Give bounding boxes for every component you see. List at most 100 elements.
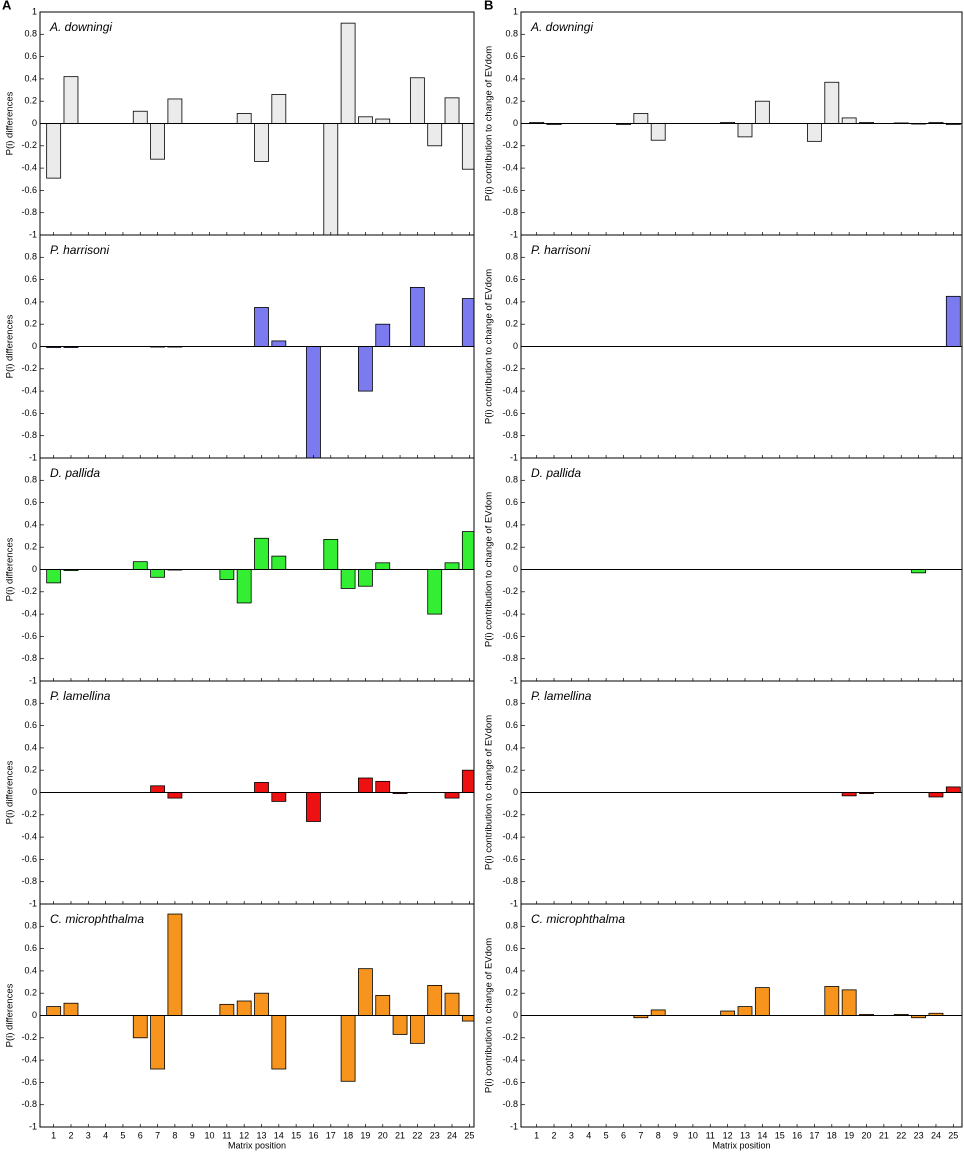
y-tick-label: -0.4 xyxy=(21,162,37,172)
y-tick-label: 0.4 xyxy=(505,296,518,306)
bar xyxy=(754,100,770,124)
bar xyxy=(650,1009,666,1016)
y-tick-label: -0.8 xyxy=(21,207,37,217)
y-tick-label: -1 xyxy=(29,1121,37,1131)
y-tick-label: -1 xyxy=(29,898,37,908)
y-tick-label: 0.6 xyxy=(24,720,37,730)
x-tick-label: 15 xyxy=(291,1130,301,1140)
y-tick-label: -0.4 xyxy=(21,608,37,618)
y-tick-label: 1 xyxy=(513,6,518,16)
y-tick-label: -0.8 xyxy=(502,1099,518,1109)
bar xyxy=(254,123,269,162)
y-tick-label: 1 xyxy=(32,6,37,16)
bar xyxy=(340,22,356,124)
y-tick-label: 0 xyxy=(513,564,518,574)
bar xyxy=(63,1002,79,1016)
species-title: P. lamellina xyxy=(531,689,592,703)
y-axis-label: P(i) contribution to change of EVdom xyxy=(484,269,495,424)
y-tick-label: -0.6 xyxy=(502,631,518,641)
y-tick-label: 0.2 xyxy=(24,96,37,106)
y-tick-label: 0.6 xyxy=(24,497,37,507)
bar xyxy=(841,792,857,797)
y-tick-label: 0.8 xyxy=(505,29,518,39)
y-tick-label: -0.4 xyxy=(502,162,518,172)
y-tick-label: 0.8 xyxy=(24,29,37,39)
x-tick-label: 17 xyxy=(326,1130,336,1140)
x-tick-label: 25 xyxy=(464,1130,474,1140)
x-tick-label: 2 xyxy=(552,1130,557,1140)
x-tick-label: 10 xyxy=(688,1130,698,1140)
bar xyxy=(444,97,460,124)
bar xyxy=(409,1015,425,1044)
x-tick-label: 21 xyxy=(879,1130,889,1140)
y-tick-label: 0.6 xyxy=(505,943,518,953)
species-title: A. downingi xyxy=(530,20,593,34)
y-tick-label: -1 xyxy=(29,452,37,462)
plot-area xyxy=(46,531,474,615)
y-tick-label: -0.4 xyxy=(502,608,518,618)
bar xyxy=(375,562,391,570)
y-tick-label: -1 xyxy=(510,452,518,462)
bar xyxy=(167,98,183,124)
y-tick-label: -0.6 xyxy=(21,854,37,864)
plot-area xyxy=(633,986,944,1019)
bar xyxy=(132,1015,148,1039)
y-tick-label: -0.6 xyxy=(21,1077,37,1087)
y-tick-label: -0.6 xyxy=(21,408,37,418)
bar xyxy=(427,123,443,147)
bar xyxy=(254,782,269,793)
bar xyxy=(271,1015,287,1070)
y-tick-label: 0.8 xyxy=(24,921,37,931)
y-tick-label: -0.2 xyxy=(21,363,37,373)
y-axis-label: P(i) differences xyxy=(5,91,16,155)
plot-area xyxy=(529,81,961,142)
y-tick-label: 0.6 xyxy=(505,51,518,61)
y-tick-label: -0.6 xyxy=(502,185,518,195)
x-tick-label: 24 xyxy=(447,1130,457,1140)
y-axis-label: P(i) contribution to change of EVdom xyxy=(484,715,495,870)
bar xyxy=(945,295,961,347)
y-tick-label: -0.2 xyxy=(21,140,37,150)
x-tick-label: 6 xyxy=(621,1130,626,1140)
bar xyxy=(340,569,356,589)
bar xyxy=(358,777,373,793)
y-tick-label: -0.8 xyxy=(502,207,518,217)
bar xyxy=(841,117,857,124)
y-tick-label: 0.2 xyxy=(505,765,518,775)
x-axis-label: Matrix position xyxy=(712,1140,770,1150)
bar xyxy=(807,123,822,142)
x-tick-label: 8 xyxy=(172,1130,177,1140)
y-axis-label: P(i) differences xyxy=(5,314,16,378)
x-tick-label: 18 xyxy=(343,1130,353,1140)
bar xyxy=(46,123,62,179)
species-title: D. pallida xyxy=(50,466,100,480)
bar xyxy=(271,94,287,124)
x-tick-label: 9 xyxy=(190,1130,195,1140)
y-tick-label: 0.6 xyxy=(505,274,518,284)
bar xyxy=(271,555,287,570)
bar xyxy=(737,1006,753,1016)
x-tick-label: 10 xyxy=(205,1130,215,1140)
x-tick-label: 5 xyxy=(120,1130,125,1140)
y-tick-label: -1 xyxy=(510,1121,518,1131)
x-tick-label: 22 xyxy=(412,1130,422,1140)
y-axis-label: P(i) differences xyxy=(5,537,16,601)
y-tick-label: 0.8 xyxy=(505,252,518,262)
x-tick-label: 14 xyxy=(757,1130,767,1140)
y-tick-label: -0.2 xyxy=(502,363,518,373)
bar xyxy=(271,792,287,802)
bar xyxy=(358,968,373,1016)
y-tick-label: 0.2 xyxy=(24,542,37,552)
bar xyxy=(254,537,269,570)
y-tick-label: -0.4 xyxy=(21,831,37,841)
bar xyxy=(167,913,183,1016)
bar xyxy=(928,792,944,798)
bar xyxy=(167,792,183,799)
plot-area xyxy=(46,22,474,235)
y-tick-label: -0.2 xyxy=(502,140,518,150)
y-tick-label: -0.6 xyxy=(502,1077,518,1087)
x-tick-label: 20 xyxy=(378,1130,388,1140)
y-tick-label: 0 xyxy=(32,564,37,574)
species-title: P. harrisoni xyxy=(50,243,109,257)
